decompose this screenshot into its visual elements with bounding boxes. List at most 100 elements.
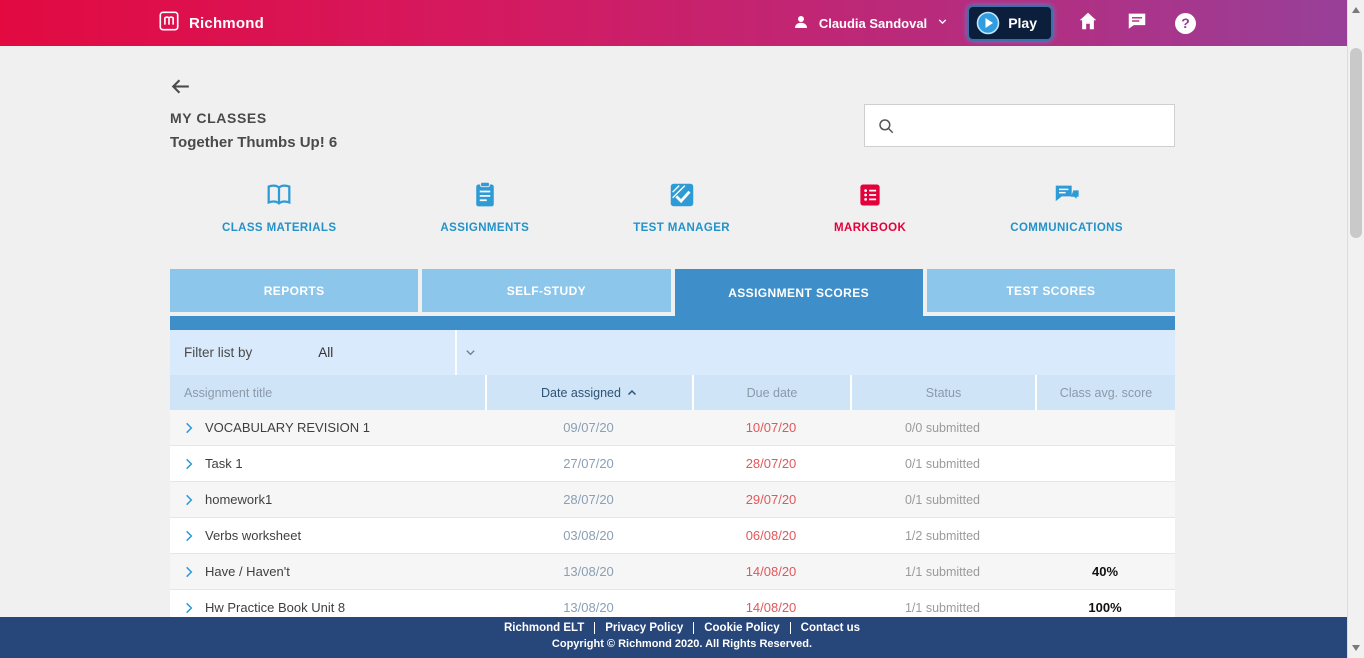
page-title: Together Thumbs Up! 6 [170, 134, 338, 151]
sort-ascending-icon [626, 387, 638, 399]
user-name: Claudia Sandoval [818, 15, 928, 31]
active-tab-bar [170, 316, 1175, 330]
date-assigned: 03/08/20 [563, 528, 614, 543]
column-header-label: Date assigned [541, 385, 621, 400]
column-header-status[interactable]: Status [850, 375, 1035, 410]
assignment-title: Hw Practice Book Unit 8 [205, 600, 346, 615]
table-row[interactable]: Task 1 27/07/20 28/07/20 0/1 submitted [170, 446, 1175, 482]
column-header-due-date[interactable]: Due date [692, 375, 850, 410]
home-button[interactable] [1077, 10, 1099, 37]
due-date: 28/07/20 [745, 456, 797, 471]
expand-row-icon[interactable] [182, 421, 196, 435]
filter-label: Filter list by [184, 345, 253, 360]
richmond-brand[interactable]: Richmond [158, 10, 264, 36]
expand-row-icon[interactable] [182, 565, 196, 579]
play-button-label: Play [1008, 15, 1037, 31]
play-icon [976, 11, 1000, 35]
date-assigned: 27/07/20 [563, 456, 614, 471]
play-button[interactable]: Play [967, 5, 1053, 41]
nav-assignments[interactable]: ASSIGNMENTS [440, 180, 529, 234]
assignment-title: VOCABULARY REVISION 1 [205, 420, 370, 435]
footer-links: Richmond ELT Privacy Policy Cookie Polic… [0, 622, 1364, 634]
table-row[interactable]: Have / Haven't 13/08/20 14/08/20 1/1 sub… [170, 554, 1175, 590]
chevron-down-icon[interactable] [936, 15, 949, 31]
expand-row-icon[interactable] [182, 601, 196, 615]
table-row[interactable]: homework1 28/07/20 29/07/20 0/1 submitte… [170, 482, 1175, 518]
user-menu[interactable]: Claudia Sandoval [792, 13, 949, 34]
home-icon [1077, 10, 1099, 37]
tab-assignment-scores[interactable]: ASSIGNMENT SCORES [674, 269, 923, 316]
help-button[interactable]: ? [1175, 12, 1196, 34]
search-icon [877, 117, 895, 135]
tab-reports[interactable]: REPORTS [170, 269, 419, 312]
vertical-scrollbar[interactable] [1347, 0, 1364, 658]
nav-markbook[interactable]: MARKBOOK [834, 180, 906, 234]
due-date: 29/07/20 [745, 492, 797, 507]
tab-test-scores[interactable]: TEST SCORES [926, 269, 1175, 312]
footer: Richmond ELT Privacy Policy Cookie Polic… [0, 617, 1364, 658]
column-header-assignment-title[interactable]: Assignment title [184, 385, 273, 400]
status: 0/0 submitted [904, 420, 981, 435]
search-box [864, 104, 1175, 147]
brand-label: Richmond [189, 14, 264, 32]
date-assigned: 13/08/20 [563, 564, 614, 579]
user-avatar-icon [792, 13, 810, 34]
footer-link-contact-us[interactable]: Contact us [800, 622, 861, 634]
help-icon: ? [1175, 12, 1196, 34]
column-header-class-avg-score[interactable]: Class avg. score [1035, 375, 1175, 410]
column-header-date-assigned[interactable]: Date assigned [485, 375, 692, 410]
status: 1/2 submitted [904, 528, 981, 543]
expand-row-icon[interactable] [182, 529, 196, 543]
footer-divider [594, 622, 596, 634]
due-date: 14/08/20 [745, 600, 797, 615]
table-header-row: Assignment title Date assigned Due date … [170, 375, 1175, 410]
nav-label: CLASS MATERIALS [222, 222, 337, 234]
expand-row-icon[interactable] [182, 493, 196, 507]
filter-bar: Filter list by All [170, 330, 1175, 375]
assignment-title: Task 1 [205, 456, 243, 471]
scroll-down-arrow[interactable] [1348, 640, 1364, 656]
nav-label: COMMUNICATIONS [1010, 222, 1123, 234]
footer-divider [693, 622, 695, 634]
breadcrumb: MY CLASSES [170, 110, 267, 126]
footer-divider [789, 622, 791, 634]
clipboard-icon [471, 180, 499, 215]
nav-class-materials[interactable]: CLASS MATERIALS [222, 180, 336, 234]
table-row[interactable]: VOCABULARY REVISION 1 09/07/20 10/07/20 … [170, 410, 1175, 446]
messages-button[interactable] [1126, 10, 1148, 37]
footer-link-richmond-elt[interactable]: Richmond ELT [503, 622, 585, 634]
tab-self-study[interactable]: SELF-STUDY [422, 269, 671, 312]
status: 1/1 submitted [904, 564, 981, 579]
chevron-down-icon [463, 345, 478, 360]
assignment-scores-table: Assignment title Date assigned Due date … [170, 375, 1175, 626]
nav-test-manager[interactable]: TEST MANAGER [633, 180, 730, 234]
expand-row-icon[interactable] [182, 457, 196, 471]
nav-communications[interactable]: COMMUNICATIONS [1010, 180, 1123, 234]
status: 0/1 submitted [904, 456, 981, 471]
class-nav: CLASS MATERIALS ASSIGNMENTS [170, 180, 1175, 234]
assignment-title: Have / Haven't [205, 564, 290, 579]
scroll-up-arrow[interactable] [1348, 2, 1364, 18]
open-book-icon [263, 180, 295, 215]
due-date: 14/08/20 [745, 564, 797, 579]
back-button[interactable] [168, 74, 193, 104]
due-date: 06/08/20 [745, 528, 797, 543]
footer-link-cookie-policy[interactable]: Cookie Policy [704, 622, 780, 634]
footer-link-privacy-policy[interactable]: Privacy Policy [605, 622, 684, 634]
class-avg-score: 40% [1091, 564, 1119, 579]
arrow-left-icon [168, 79, 193, 103]
filter-dropdown[interactable]: All [318, 345, 478, 360]
copyright-text: Copyright © Richmond 2020. All Rights Re… [551, 638, 813, 650]
markbook-list-icon [856, 180, 884, 215]
table-row[interactable]: Verbs worksheet 03/08/20 06/08/20 1/2 su… [170, 518, 1175, 554]
class-avg-score: 100% [1088, 600, 1122, 615]
date-assigned: 09/07/20 [563, 420, 614, 435]
due-date: 10/07/20 [745, 420, 797, 435]
scrollbar-thumb[interactable] [1350, 48, 1362, 238]
search-input[interactable] [903, 105, 1162, 146]
date-assigned: 28/07/20 [563, 492, 614, 507]
speech-bubbles-icon [1051, 180, 1083, 215]
nav-label: MARKBOOK [834, 222, 907, 234]
score-tabs: REPORTS SELF-STUDY ASSIGNMENT SCORES TES… [170, 269, 1175, 316]
